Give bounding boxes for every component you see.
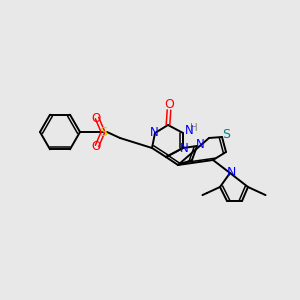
Text: O: O: [92, 112, 100, 124]
Text: S: S: [222, 128, 230, 140]
Text: N: N: [180, 142, 188, 155]
Text: N: N: [196, 139, 204, 152]
Text: N: N: [150, 125, 158, 139]
Text: O: O: [164, 98, 174, 112]
Text: S: S: [99, 125, 107, 139]
Text: N: N: [184, 124, 194, 136]
Text: H: H: [190, 123, 198, 133]
Text: O: O: [92, 140, 100, 152]
Text: N: N: [226, 166, 236, 178]
